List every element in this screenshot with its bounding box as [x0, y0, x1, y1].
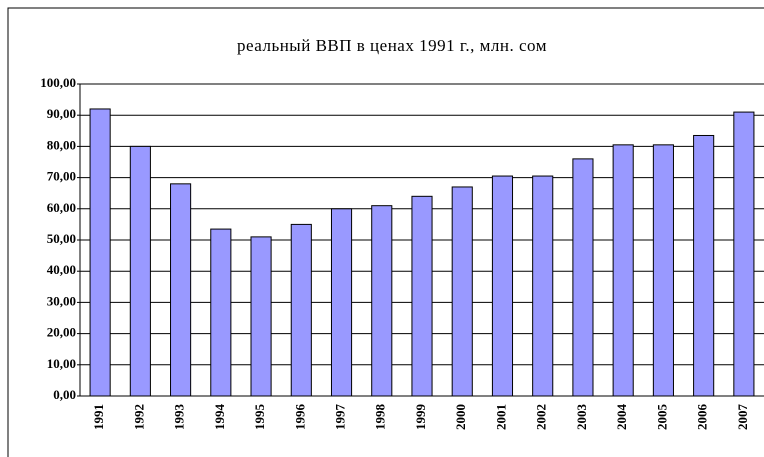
- y-tick-label: 60,00: [47, 200, 76, 215]
- x-tick-label: 2001: [493, 404, 508, 430]
- x-tick-label: 1994: [212, 404, 227, 431]
- bar: [451, 186, 473, 397]
- y-tick-label: 90,00: [47, 106, 76, 121]
- y-tick-label: 50,00: [47, 231, 76, 246]
- bar: [532, 175, 554, 397]
- bar: [693, 134, 715, 397]
- chart-frame: [7, 7, 764, 457]
- y-tick-label: 80,00: [47, 137, 76, 152]
- x-tick-label: 2000: [453, 404, 468, 430]
- bar: [411, 195, 433, 397]
- x-tick-label: 2002: [534, 404, 549, 430]
- bar: [170, 183, 192, 397]
- x-tick-label: 1995: [252, 404, 267, 431]
- bar: [129, 145, 151, 397]
- y-tick-label: 100,00: [40, 75, 76, 90]
- bar: [612, 144, 634, 397]
- bar: [652, 144, 674, 397]
- bar: [371, 205, 393, 397]
- y-tick-label: 70,00: [47, 169, 76, 184]
- x-tick-label: 1992: [131, 404, 146, 430]
- x-tick-label: 2007: [735, 404, 750, 431]
- y-tick-label: 30,00: [47, 293, 76, 308]
- bar: [89, 108, 111, 397]
- x-tick-label: 1997: [333, 404, 348, 431]
- y-tick-label: 10,00: [47, 356, 76, 371]
- x-tick-label: 1996: [292, 404, 307, 431]
- x-tick-label: 2005: [654, 404, 669, 431]
- x-tick-label: 1991: [91, 404, 106, 430]
- x-tick-label: 1993: [172, 404, 187, 431]
- y-tick-label: 40,00: [47, 262, 76, 277]
- y-tick-label: 0,00: [53, 387, 76, 402]
- bar: [250, 236, 272, 397]
- x-tick-label: 2004: [614, 404, 629, 431]
- x-tick-label: 1998: [373, 404, 388, 431]
- bar: [290, 223, 312, 397]
- x-tick-label: 2003: [574, 404, 589, 431]
- bar: [733, 111, 755, 397]
- bar: [330, 208, 353, 397]
- bar: [572, 158, 594, 397]
- y-tick-label: 20,00: [47, 325, 76, 340]
- bar: [491, 175, 514, 397]
- x-tick-label: 2006: [695, 404, 710, 431]
- chart-title: реальный ВВП в ценах 1991 г., млн. сом: [237, 36, 547, 55]
- x-tick-label: 1999: [413, 404, 428, 431]
- bar: [210, 228, 232, 397]
